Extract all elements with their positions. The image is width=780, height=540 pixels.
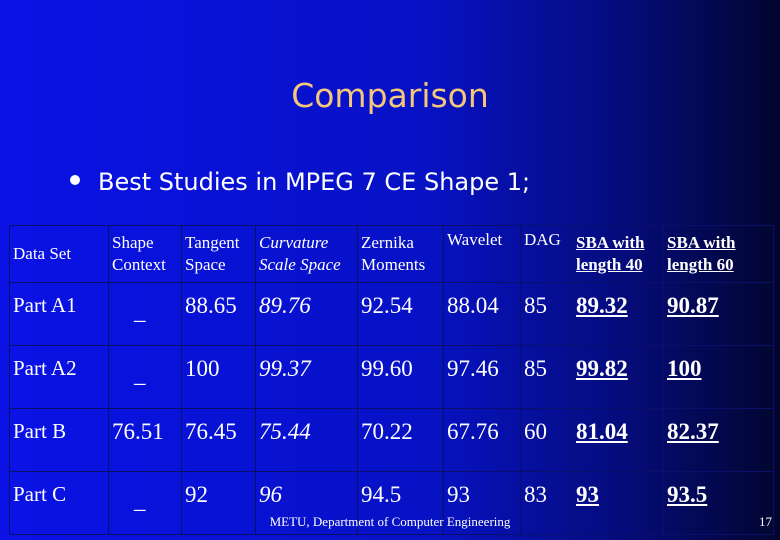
table-row: Part B 76.51 76.45 75.44 70.22 67.76 60 … (9, 408, 774, 472)
comparison-table: Data Set Shape Context Tangent Space Curva… (9, 225, 774, 535)
table-cell: 76.51 (108, 408, 182, 472)
table-cell: 97.46 (443, 345, 521, 409)
row-label: Part B (9, 408, 109, 472)
table-cell: 88.04 (443, 282, 521, 346)
table-row: Part C _ 92 96 94.5 93 83 93 93.5 (9, 471, 774, 535)
table-cell: 60 (520, 408, 573, 472)
table-cell: 89.32 (572, 282, 664, 346)
table-cell: _ (108, 282, 182, 346)
table-cell: 89.76 (255, 282, 358, 346)
bullet-item: Best Studies in MPEG 7 CE Shape 1; (70, 168, 530, 196)
table-cell: 99.37 (255, 345, 358, 409)
table-cell: 88.65 (181, 282, 256, 346)
header-dag: DAG (520, 225, 573, 283)
row-label: Part C (9, 471, 109, 535)
table-cell: 85 (520, 282, 573, 346)
header-data-set: Data Set (9, 225, 109, 283)
header-sba-40: SBA with length 40 (572, 225, 664, 283)
page-number: 17 (759, 514, 772, 529)
slide-title: Comparison (291, 76, 489, 115)
bullet-text: Best Studies in MPEG 7 CE Shape 1; (98, 168, 531, 196)
table-cell: 90.87 (663, 282, 774, 346)
row-label: Part A1 (9, 282, 109, 346)
table-cell: 100 (181, 345, 256, 409)
table-cell: 99.82 (572, 345, 664, 409)
table-cell: 100 (663, 345, 774, 409)
slide-footer: METU, Department of Computer Engineering (269, 514, 511, 529)
table-cell: 70.22 (357, 408, 444, 472)
table-cell: 93.5 (663, 471, 774, 535)
header-shape-context: Shape Context (108, 225, 182, 283)
table-cell: _ (108, 345, 182, 409)
header-sba-60: SBA with length 60 (663, 225, 774, 283)
table-row: Part A1 _ 88.65 89.76 92.54 88.04 85 89.… (9, 282, 774, 346)
header-tangent-space: Tangent Space (181, 225, 256, 283)
table-cell: 93 (443, 471, 521, 535)
table-cell: 82.37 (663, 408, 774, 472)
table-cell: 76.45 (181, 408, 256, 472)
table-cell: 99.60 (357, 345, 444, 409)
table-cell: 92.54 (357, 282, 444, 346)
table-cell: 96 (255, 471, 358, 535)
table-cell: 81.04 (572, 408, 664, 472)
table-row: Part A2 _ 100 99.37 99.60 97.46 85 99.82… (9, 345, 774, 409)
table-cell: 67.76 (443, 408, 521, 472)
row-label: Part A2 (9, 345, 109, 409)
header-wavelet: Wavelet (443, 225, 521, 283)
table-cell: _ (108, 471, 182, 535)
header-curvature-scale-space: Curvature Scale Space (255, 225, 358, 283)
bullet-icon (70, 175, 80, 185)
header-row: Data Set Shape Context Tangent Space Curva… (9, 225, 774, 283)
table-cell: 85 (520, 345, 573, 409)
table-cell: 93 (572, 471, 664, 535)
table-cell: 75.44 (255, 408, 358, 472)
header-zernika-moments: Zernika Moments (357, 225, 444, 283)
